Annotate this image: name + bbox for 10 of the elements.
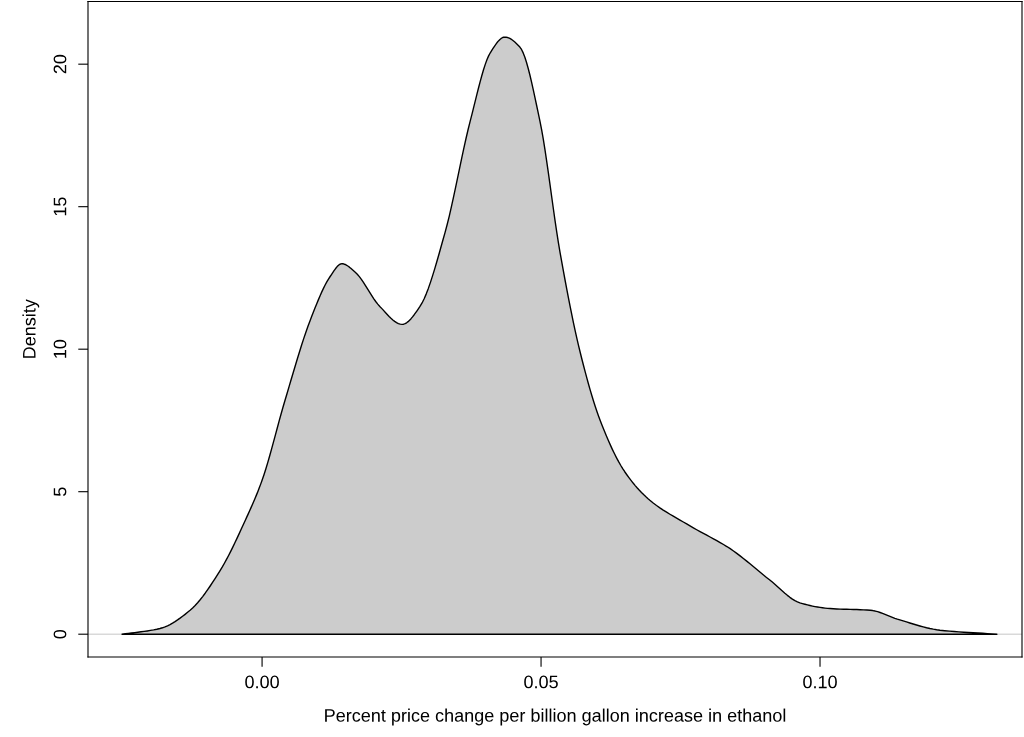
y-axis-title: Density	[22, 299, 40, 358]
y-tick-label: 10	[53, 339, 67, 358]
y-tick-label: 20	[53, 54, 67, 74]
x-axis-title: Percent price change per billion gallon increase in ethanol	[325, 708, 786, 726]
y-tick-label: 15	[53, 197, 67, 216]
x-tick-label: 0.10	[803, 675, 837, 689]
x-tick-label: 0.00	[245, 675, 279, 689]
y-tick-label: 0	[53, 629, 67, 639]
y-tick-label: 5	[53, 487, 67, 496]
x-tick-label: 0.05	[524, 675, 558, 689]
